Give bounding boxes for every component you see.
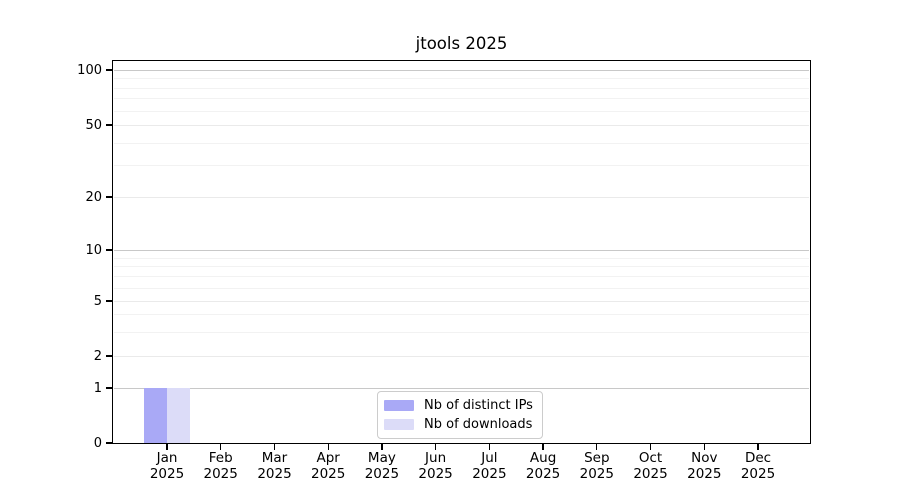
x-tick-dec [757, 444, 759, 450]
x-tick-label-jun: Jun 2025 [418, 450, 453, 482]
y-gridline-minor [114, 276, 809, 278]
x-tick-label-feb: Feb 2025 [203, 450, 238, 482]
y-tick-0 [106, 442, 113, 444]
y-gridline-10 [114, 250, 809, 251]
y-tick-label-5: 5 [93, 293, 102, 309]
legend-label-distinct-ips: Nb of distinct IPs [424, 398, 533, 413]
bar-nb-of-downloads-jan [167, 388, 190, 443]
x-tick-label-mar: Mar 2025 [257, 450, 292, 482]
x-tick-label-oct: Oct 2025 [633, 450, 668, 482]
legend-swatch-downloads [384, 419, 414, 430]
y-tick-label-20: 20 [85, 189, 102, 205]
x-tick-mar [273, 444, 276, 450]
y-tick-1 [106, 387, 113, 389]
x-tick-jan [166, 444, 168, 450]
y-gridline-minor [114, 257, 809, 259]
y-tick-label-2: 2 [93, 348, 102, 364]
y-gridline-minor [114, 165, 809, 167]
x-tick-label-dec: Dec 2025 [740, 450, 776, 482]
x-tick-jun [434, 444, 437, 450]
y-gridline-1 [114, 388, 809, 389]
x-tick-label-apr: Apr 2025 [311, 450, 346, 482]
x-tick-nov [703, 444, 705, 450]
x-tick-apr [327, 444, 329, 450]
x-tick-label-aug: Aug 2025 [525, 450, 561, 482]
y-tick-2 [106, 355, 113, 357]
x-tick-aug [542, 444, 544, 450]
y-tick-5 [106, 300, 113, 302]
y-gridline-100 [114, 70, 809, 71]
y-gridline-minor [114, 314, 809, 316]
y-gridline-minor [114, 110, 809, 112]
y-tick-10 [106, 249, 113, 251]
x-tick-label-jan: Jan 2025 [149, 450, 185, 482]
legend: Nb of distinct IPs Nb of downloads [377, 391, 543, 439]
y-tick-100 [106, 69, 113, 71]
y-gridline-minor [114, 266, 809, 268]
y-gridline-2 [114, 356, 809, 357]
y-tick-label-1: 1 [93, 380, 102, 396]
y-gridline-minor [114, 287, 809, 289]
plot-border [112, 60, 811, 444]
x-tick-label-jul: Jul 2025 [472, 450, 507, 482]
y-gridline-minor [114, 142, 809, 144]
bar-nb-of-distinct-ips-jan [144, 388, 167, 443]
y-tick-20 [106, 196, 113, 198]
y-gridline-20 [114, 197, 809, 198]
x-tick-label-nov: Nov 2025 [687, 450, 722, 482]
x-tick-jul [488, 444, 491, 450]
legend-item-distinct-ips: Nb of distinct IPs [384, 398, 533, 413]
y-gridline-5 [114, 301, 809, 302]
y-gridline-minor [114, 87, 809, 89]
legend-label-downloads: Nb of downloads [424, 417, 533, 432]
x-tick-may [381, 444, 383, 450]
y-tick-50 [106, 124, 113, 126]
y-gridline-minor [114, 78, 809, 80]
y-tick-label-100: 100 [77, 62, 102, 78]
y-tick-label-10: 10 [85, 242, 102, 258]
x-tick-label-may: May 2025 [364, 450, 400, 482]
x-tick-oct [649, 444, 652, 450]
legend-item-downloads: Nb of downloads [384, 417, 533, 432]
x-tick-label-sep: Sep 2025 [579, 450, 614, 482]
x-tick-sep [596, 444, 598, 450]
y-gridline-minor [114, 98, 809, 100]
y-tick-label-0: 0 [93, 435, 102, 451]
x-tick-feb [220, 444, 222, 450]
chart-title: jtools 2025 [415, 34, 508, 53]
legend-swatch-distinct-ips [384, 400, 414, 411]
y-gridline-50 [114, 125, 809, 126]
y-tick-label-50: 50 [85, 117, 102, 133]
y-gridline-minor [114, 331, 809, 333]
